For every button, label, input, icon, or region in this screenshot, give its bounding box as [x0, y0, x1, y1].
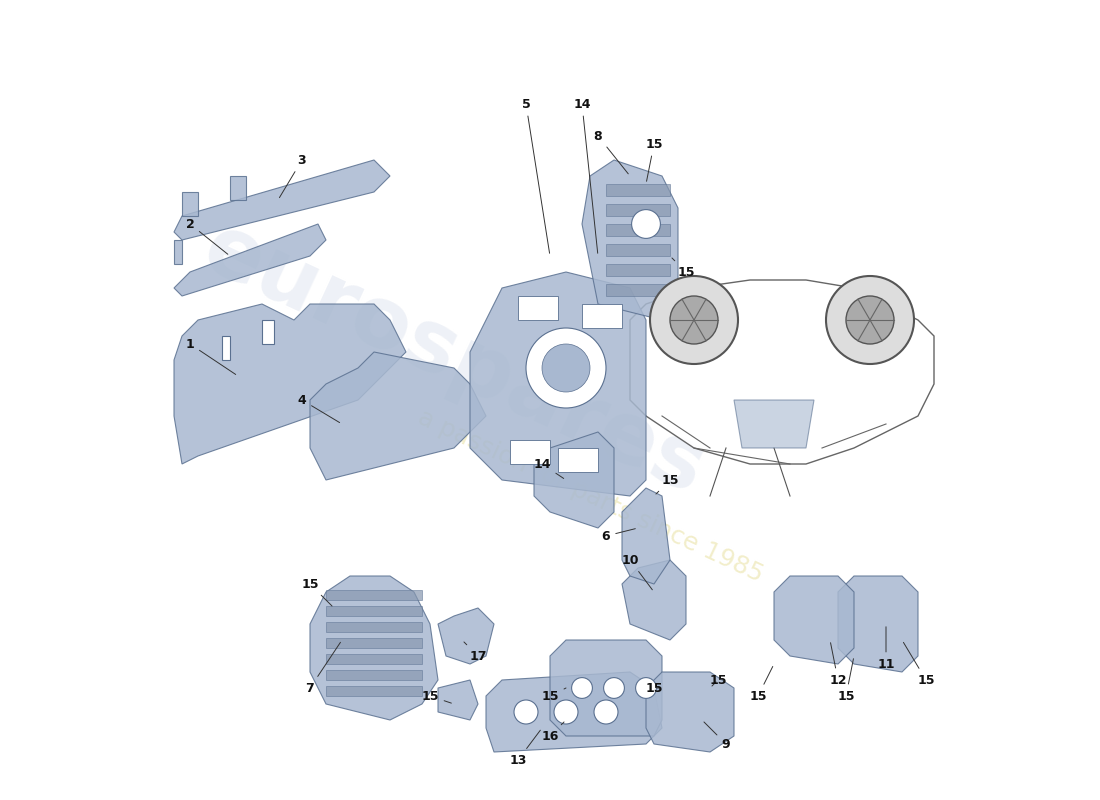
Polygon shape — [310, 576, 438, 720]
Polygon shape — [326, 654, 422, 664]
Text: 3: 3 — [279, 154, 306, 198]
Bar — [582, 304, 621, 328]
Text: 15: 15 — [749, 666, 773, 702]
Text: 6: 6 — [602, 529, 636, 542]
Circle shape — [572, 678, 593, 698]
Text: 15: 15 — [672, 258, 695, 278]
Text: 8: 8 — [594, 130, 628, 174]
Polygon shape — [326, 606, 422, 616]
Polygon shape — [606, 224, 670, 236]
Text: 13: 13 — [509, 730, 540, 766]
Text: 1: 1 — [186, 338, 235, 374]
Text: 4: 4 — [298, 394, 340, 422]
Polygon shape — [630, 280, 934, 464]
Polygon shape — [174, 304, 406, 464]
Text: 16: 16 — [541, 722, 564, 742]
Polygon shape — [838, 576, 918, 672]
Polygon shape — [582, 160, 678, 320]
Text: 15: 15 — [837, 658, 855, 702]
Polygon shape — [774, 576, 854, 664]
Polygon shape — [182, 192, 198, 216]
Text: 5: 5 — [521, 98, 550, 254]
Polygon shape — [174, 240, 182, 264]
Polygon shape — [734, 400, 814, 448]
Polygon shape — [646, 672, 734, 752]
Bar — [518, 296, 558, 320]
Text: 15: 15 — [710, 674, 727, 686]
Polygon shape — [606, 264, 670, 276]
Text: 2: 2 — [186, 218, 228, 254]
Polygon shape — [222, 336, 230, 360]
Circle shape — [846, 296, 894, 344]
Text: 15: 15 — [541, 688, 567, 702]
Circle shape — [514, 700, 538, 724]
Text: 15: 15 — [903, 642, 935, 686]
Polygon shape — [326, 638, 422, 648]
Circle shape — [826, 276, 914, 364]
Bar — [558, 448, 598, 472]
Circle shape — [542, 344, 590, 392]
Circle shape — [604, 678, 625, 698]
Circle shape — [631, 210, 660, 238]
Polygon shape — [534, 432, 614, 528]
Circle shape — [650, 276, 738, 364]
Text: 9: 9 — [704, 722, 730, 750]
Text: eurospares: eurospares — [189, 207, 718, 513]
Text: 15: 15 — [646, 682, 662, 694]
Circle shape — [526, 328, 606, 408]
Polygon shape — [310, 352, 486, 480]
Polygon shape — [438, 680, 478, 720]
Polygon shape — [438, 608, 494, 664]
Polygon shape — [262, 320, 274, 344]
Circle shape — [636, 678, 657, 698]
Text: 7: 7 — [306, 642, 341, 694]
Polygon shape — [326, 686, 422, 696]
Polygon shape — [606, 184, 670, 196]
Text: 15: 15 — [656, 474, 679, 494]
Text: 11: 11 — [878, 626, 894, 670]
Text: 15: 15 — [421, 690, 451, 703]
Circle shape — [670, 296, 718, 344]
Polygon shape — [174, 224, 326, 296]
Polygon shape — [326, 622, 422, 632]
Bar — [510, 440, 550, 464]
Circle shape — [554, 700, 578, 724]
Text: 14: 14 — [573, 98, 597, 254]
Polygon shape — [621, 488, 670, 584]
Polygon shape — [606, 204, 670, 216]
Polygon shape — [606, 244, 670, 256]
Polygon shape — [174, 160, 390, 240]
Polygon shape — [470, 272, 646, 496]
Polygon shape — [326, 670, 422, 680]
Text: 14: 14 — [534, 458, 563, 478]
Text: 15: 15 — [301, 578, 332, 606]
Polygon shape — [230, 176, 246, 200]
Polygon shape — [326, 590, 422, 600]
Polygon shape — [621, 560, 686, 640]
Text: 12: 12 — [829, 642, 847, 686]
Text: 10: 10 — [621, 554, 652, 590]
Text: 15: 15 — [646, 138, 662, 182]
Polygon shape — [606, 284, 670, 296]
Polygon shape — [486, 672, 662, 752]
Text: a passion for parts since 1985: a passion for parts since 1985 — [414, 405, 767, 587]
Text: 17: 17 — [464, 642, 486, 662]
Circle shape — [594, 700, 618, 724]
Polygon shape — [550, 640, 662, 736]
